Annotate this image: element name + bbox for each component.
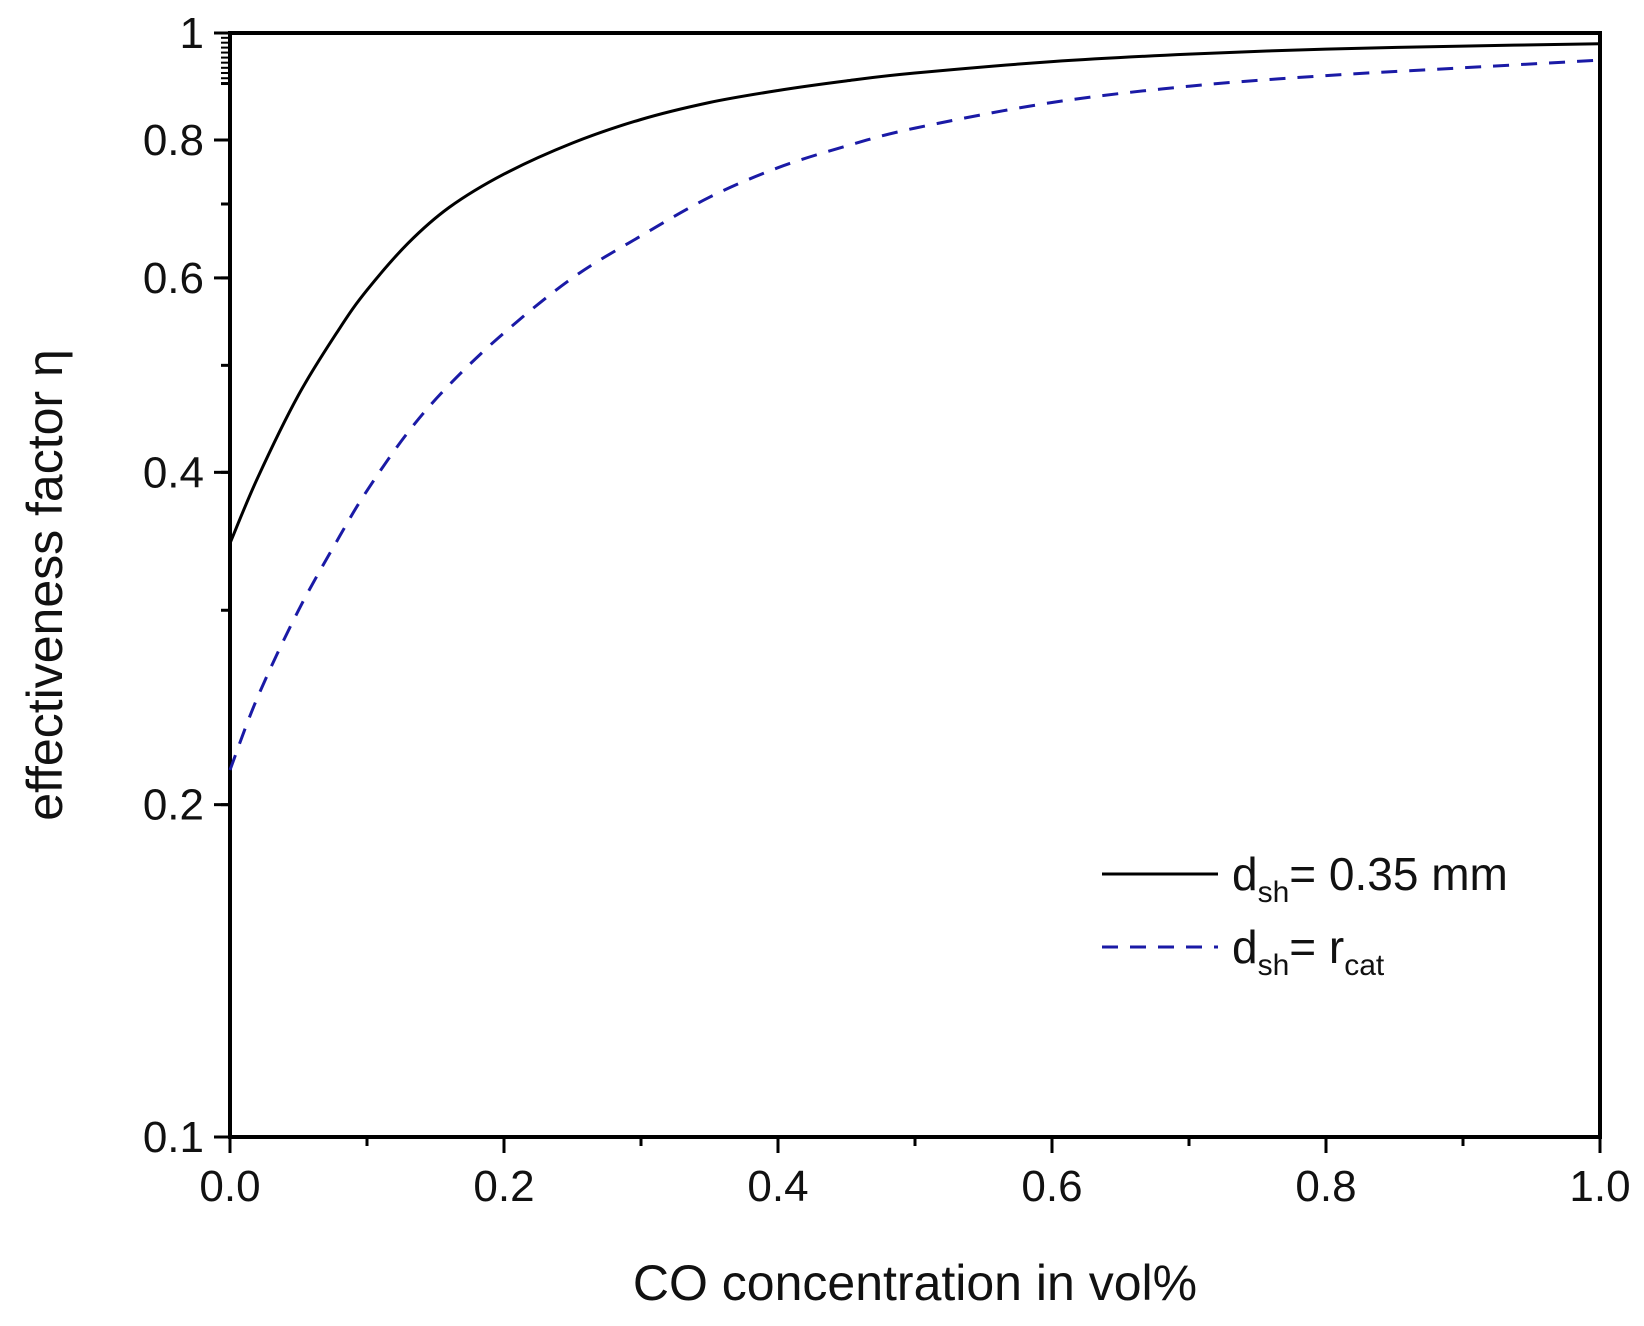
x-tick-label: 1.0 bbox=[1569, 1162, 1630, 1211]
legend-label-1-sub: sh bbox=[1258, 876, 1290, 909]
x-tick-label: 0.6 bbox=[1021, 1162, 1082, 1211]
series-line-2 bbox=[228, 58, 1601, 771]
x-tick-label: 0.2 bbox=[473, 1162, 534, 1211]
y-tick-label: 0.4 bbox=[143, 448, 204, 497]
plot-area bbox=[228, 31, 1602, 1139]
legend-label-2-sub2: cat bbox=[1344, 949, 1385, 982]
x-axis-title: CO concentration in vol% bbox=[633, 1255, 1197, 1311]
legend-label-2-main: d bbox=[1232, 921, 1258, 973]
x-tick-label: 0.0 bbox=[199, 1162, 260, 1211]
legend-label-1-rest: = 0.35 mm bbox=[1289, 848, 1508, 900]
series-line-1 bbox=[228, 42, 1601, 544]
legend: dsh= 0.35 mm dsh= rcat bbox=[1102, 848, 1508, 982]
y-tick-label: 0.1 bbox=[143, 1113, 204, 1162]
legend-label-1-main: d bbox=[1232, 848, 1258, 900]
legend-label-2-sub: sh bbox=[1258, 949, 1290, 982]
plot-frame bbox=[228, 31, 1602, 1139]
legend-label-series-1: dsh= 0.35 mm bbox=[1232, 848, 1508, 909]
y-axis-title: effectiveness factor η bbox=[17, 349, 73, 821]
y-tick-label: 1 bbox=[180, 9, 204, 58]
legend-label-series-2: dsh= rcat bbox=[1232, 921, 1385, 982]
series-layer bbox=[228, 42, 1601, 771]
ticks-layer: 0.0 0.2 0.4 0.6 0.8 1.0 0.1 0.2 0.4 0.6 0.8 1 bbox=[143, 9, 1631, 1211]
y-tick-label: 0.6 bbox=[143, 254, 204, 303]
y-tick-label: 0.2 bbox=[143, 781, 204, 830]
x-tick-label: 0.8 bbox=[1295, 1162, 1356, 1211]
x-tick-label: 0.4 bbox=[747, 1162, 808, 1211]
legend-label-2-rest: = r bbox=[1289, 921, 1344, 973]
y-tick-label: 0.8 bbox=[143, 116, 204, 165]
